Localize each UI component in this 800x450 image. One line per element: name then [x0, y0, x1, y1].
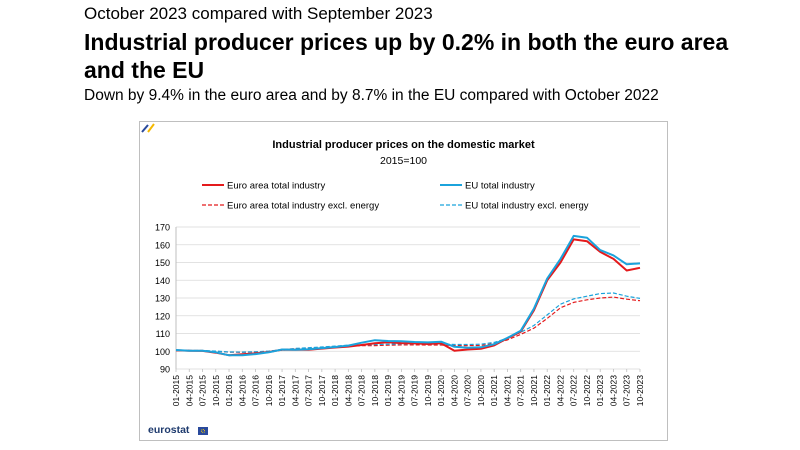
- x-tick-label: 07-2021: [516, 375, 526, 406]
- legend-label: Euro area total industry excl. energy: [227, 201, 379, 212]
- x-tick-label: 01-2020: [436, 375, 446, 406]
- series-line: [175, 238, 641, 357]
- x-tick-label: 10-2017: [317, 375, 327, 406]
- line-chart: 90 100 110 120 130 140 150 160 170 01-2015 04-2015…: [155, 181, 645, 407]
- statistics-brand-icon: [141, 123, 155, 133]
- x-tick-label: 07-2016: [251, 375, 261, 406]
- y-tick-label: 140: [155, 276, 170, 286]
- x-tick-label: 10-2016: [264, 375, 274, 406]
- x-tick-label: 10-2022: [582, 375, 592, 406]
- legend-label: EU total industry: [465, 181, 535, 192]
- x-tick-label: 01-2019: [383, 375, 393, 406]
- x-tick-label: 01-2018: [330, 375, 340, 406]
- legend-label: Euro area total industry: [227, 181, 325, 192]
- x-tick-label: 07-2022: [569, 375, 579, 406]
- y-tick-label: 170: [155, 223, 170, 233]
- y-tick-label: 160: [155, 240, 170, 250]
- x-tick-label: 01-2022: [542, 375, 552, 406]
- chart-subtitle: 2015=100: [379, 155, 427, 167]
- chart-panel: Industrial producer prices on the domest…: [139, 121, 668, 441]
- x-tick-label: 04-2021: [502, 375, 512, 406]
- x-tick-label: 04-2020: [449, 375, 459, 406]
- x-tick-label: 07-2019: [410, 375, 420, 406]
- series-line: [175, 292, 641, 353]
- page-subhead: Down by 9.4% in the euro area and by 8.7…: [84, 87, 659, 104]
- y-tick-label: 120: [155, 311, 170, 321]
- x-tick-label: 07-2018: [357, 375, 367, 406]
- x-tick-label: 04-2015: [184, 375, 194, 406]
- x-tick-label: 07-2020: [463, 375, 473, 406]
- x-tick-label: 07-2015: [198, 375, 208, 406]
- x-tick-label: 10-2020: [476, 375, 486, 406]
- x-tick-label: 04-2016: [237, 375, 247, 406]
- x-tick-label: 10-2023: [635, 375, 645, 406]
- eu-flag-icon: [198, 427, 208, 435]
- series-line: [175, 234, 641, 357]
- y-tick-label: 110: [156, 329, 170, 339]
- x-tick-label: 01-2016: [224, 375, 234, 406]
- eurostat-logo-text: eurostat: [148, 424, 190, 436]
- y-tick-label: 130: [155, 294, 170, 304]
- page-kicker: October 2023 compared with September 202…: [84, 4, 433, 23]
- x-tick-label: 10-2015: [211, 375, 221, 406]
- x-tick-label: 04-2019: [396, 375, 406, 406]
- x-tick-label: 10-2019: [423, 375, 433, 406]
- x-tick-label: 07-2023: [622, 375, 632, 406]
- x-tick-label: 01-2017: [277, 375, 287, 406]
- x-tick-label: 01-2023: [595, 375, 605, 406]
- x-tick-label: 10-2018: [370, 375, 380, 406]
- legend-label: EU total industry excl. energy: [465, 201, 589, 212]
- x-tick-label: 07-2017: [304, 375, 314, 406]
- y-tick-label: 90: [160, 365, 170, 375]
- series-line: [175, 296, 641, 353]
- x-tick-label: 04-2017: [290, 375, 300, 406]
- x-tick-label: 01-2021: [489, 375, 499, 406]
- y-tick-label: 150: [155, 258, 170, 268]
- x-tick-label: 04-2018: [343, 375, 353, 406]
- x-tick-label: 04-2022: [555, 375, 565, 406]
- x-tick-label: 01-2015: [171, 375, 181, 406]
- y-tick-label: 100: [155, 347, 170, 357]
- x-tick-label: 10-2021: [529, 375, 539, 406]
- chart-title: Industrial producer prices on the domest…: [272, 139, 535, 151]
- page-headline: Industrial producer prices up by 0.2% in…: [84, 29, 729, 83]
- x-tick-label: 04-2023: [608, 375, 618, 406]
